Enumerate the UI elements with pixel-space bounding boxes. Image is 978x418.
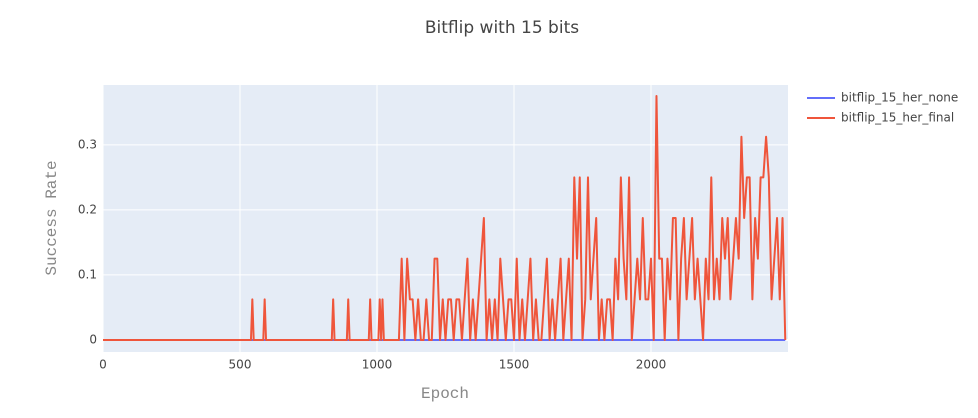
y-tick-label: 0.1 — [78, 267, 97, 281]
y-tick-label: 0.3 — [78, 137, 97, 151]
x-tick-label: 500 — [229, 358, 252, 372]
y-tick-label: 0 — [89, 332, 97, 346]
x-tick-label: 0 — [99, 358, 107, 372]
legend-label: bitflip_15_her_final — [841, 111, 954, 125]
chart-title: Bitflip with 15 bits — [425, 18, 579, 38]
x-tick-label: 2000 — [636, 358, 667, 372]
plot-area — [103, 85, 788, 352]
x-tick-label: 1500 — [499, 358, 530, 372]
x-axis-title: Epoch — [421, 385, 469, 403]
y-tick-label: 0.2 — [78, 202, 97, 216]
y-axis-title: Success Rate — [43, 160, 61, 275]
line — [103, 95, 787, 341]
legend-label: bitflip_15_her_none — [841, 91, 958, 105]
x-tick-label: 1000 — [362, 358, 393, 372]
